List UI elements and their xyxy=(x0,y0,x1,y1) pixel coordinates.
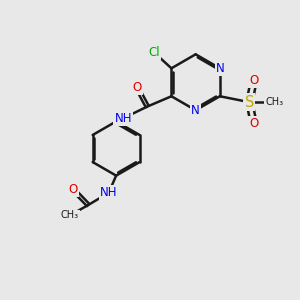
Text: CH₃: CH₃ xyxy=(61,210,79,220)
Text: Cl: Cl xyxy=(148,46,160,59)
Text: O: O xyxy=(249,74,258,88)
Text: N: N xyxy=(215,62,224,75)
Text: CH₃: CH₃ xyxy=(265,97,284,107)
Text: NH: NH xyxy=(114,112,132,125)
Text: N: N xyxy=(191,104,200,117)
Text: NH: NH xyxy=(100,186,118,199)
Text: O: O xyxy=(69,183,78,196)
Text: O: O xyxy=(132,81,142,94)
Text: O: O xyxy=(249,117,258,130)
Text: S: S xyxy=(244,95,254,110)
